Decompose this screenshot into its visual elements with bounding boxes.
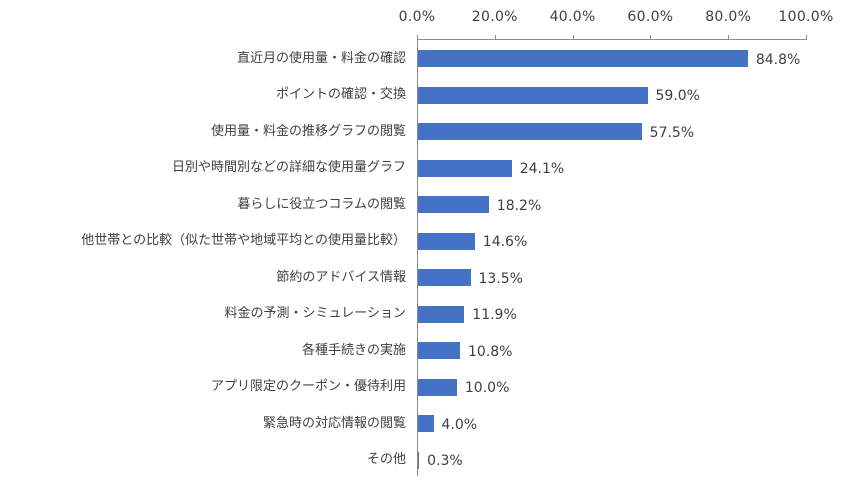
x-axis-tick (650, 35, 651, 40)
value-label: 59.0% (655, 88, 700, 104)
value-label: 84.8% (755, 51, 801, 68)
x-tick-label: 20.0% (471, 9, 518, 25)
x-axis-tick (495, 35, 496, 40)
y-axis-line (417, 35, 418, 476)
value-label: 57.5% (649, 124, 695, 141)
bar (418, 305, 465, 323)
x-tick-label: 0.0% (398, 9, 436, 25)
bar (418, 86, 648, 104)
category-label: 暮らしに役立つコラムの閲覧 (237, 196, 406, 212)
x-tick-label: 60.0% (627, 9, 674, 25)
value-label: 11.9% (472, 307, 517, 323)
category-label: 節約のアドバイス情報 (276, 269, 406, 285)
bar (418, 269, 471, 286)
category-label: 各種手続きの実施 (301, 342, 406, 358)
bar (418, 415, 434, 432)
category-label: 日別や時間別などの詳細な使用量グラフ (171, 160, 406, 175)
category-label: 使用量・料金の推移グラフの閲覧 (210, 123, 406, 139)
bar (418, 123, 642, 140)
x-axis-tick (573, 35, 574, 40)
x-tick-label: 100.0% (778, 9, 834, 25)
bar (418, 378, 457, 396)
x-axis-tick (728, 35, 729, 40)
value-label: 10.0% (464, 380, 510, 396)
category-label: その他 (366, 452, 406, 467)
bar (418, 50, 748, 67)
bar (418, 196, 489, 213)
category-label: 料金の予測・シミュレーション (224, 306, 406, 321)
category-label: ポイントの確認・交換 (275, 87, 406, 102)
x-tick-label: 40.0% (549, 9, 596, 25)
value-label: 14.6% (482, 234, 528, 250)
x-axis-tick (806, 35, 807, 40)
value-label: 0.3% (427, 453, 463, 469)
category-label: 緊急時の対応情報の閲覧 (262, 415, 406, 431)
bar (418, 342, 460, 359)
value-label: 10.8% (468, 343, 513, 360)
value-label: 13.5% (478, 270, 523, 287)
x-axis-line (417, 39, 806, 40)
value-label: 24.1% (519, 161, 565, 177)
category-label: 直近月の使用量・料金の確認 (236, 50, 406, 66)
value-label: 4.0% (441, 416, 478, 433)
x-tick-label: 80.0% (705, 9, 752, 25)
value-label: 18.2% (496, 197, 542, 214)
bar (418, 159, 512, 177)
bar (418, 451, 420, 469)
category-label: 他世帯との比較（似た世帯や地域平均との使用量比較） (81, 233, 406, 248)
bar (418, 232, 475, 250)
category-label: アプリ限定のクーポン・優待利用 (210, 379, 406, 394)
